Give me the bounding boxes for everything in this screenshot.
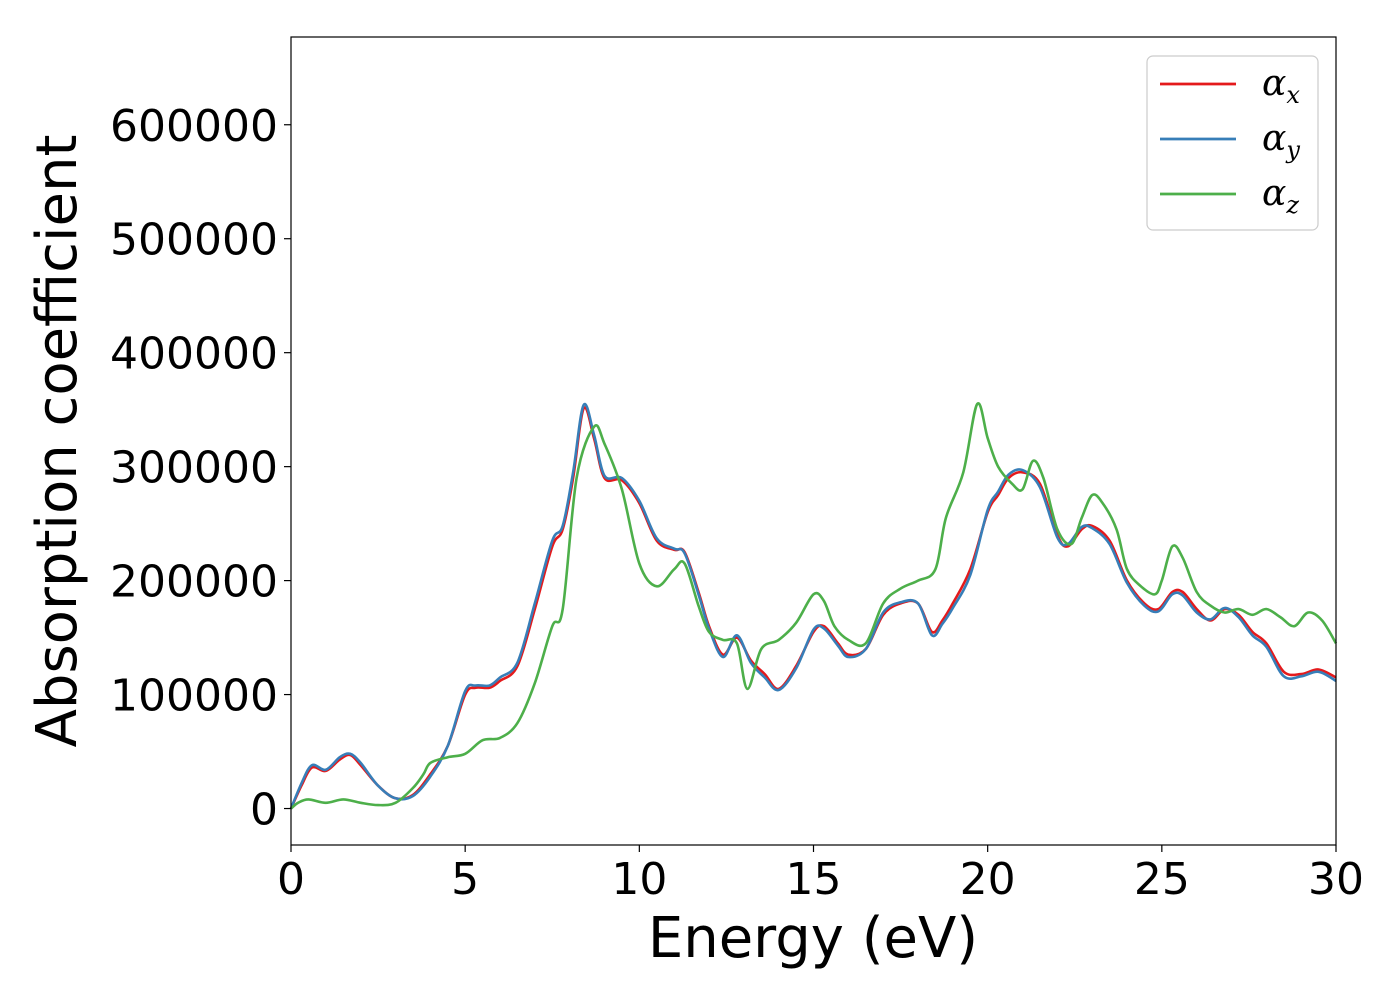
x-tick-label: 25 (1134, 854, 1190, 905)
x-tick-label: 15 (786, 854, 842, 905)
x-axis-label: Energy (eV) (648, 906, 978, 971)
legend: αx αy αz (1146, 55, 1319, 231)
legend-label-y: αy (1262, 118, 1300, 164)
y-tick-label: 100000 (110, 671, 278, 722)
x-tick-label: 0 (277, 854, 305, 905)
y-tick-label: 200000 (110, 557, 278, 608)
y-tick-label: 500000 (110, 215, 278, 266)
legend-label-z: αz (1262, 173, 1299, 219)
x-axis-ticks: 0 5 10 15 20 25 30 (277, 845, 1364, 905)
series-line-z (290, 402, 1338, 810)
y-tick-label: 400000 (110, 329, 278, 380)
y-axis-ticks: 0 100000 200000 300000 400000 500000 600000 (110, 101, 291, 836)
legend-box (1146, 55, 1319, 231)
x-tick-label: 20 (960, 854, 1016, 905)
x-tick-label: 10 (611, 854, 667, 905)
x-tick-label: 5 (451, 854, 479, 905)
y-axis-label: Absorption coefficient (25, 135, 90, 748)
y-tick-label: 600000 (110, 101, 278, 152)
series-layer (289, 402, 1338, 810)
x-tick-label: 30 (1308, 854, 1364, 905)
y-tick-label: 0 (250, 785, 278, 836)
y-tick-label: 300000 (110, 443, 278, 494)
legend-label-x: αx (1262, 63, 1300, 109)
series-line-y (289, 402, 1337, 809)
